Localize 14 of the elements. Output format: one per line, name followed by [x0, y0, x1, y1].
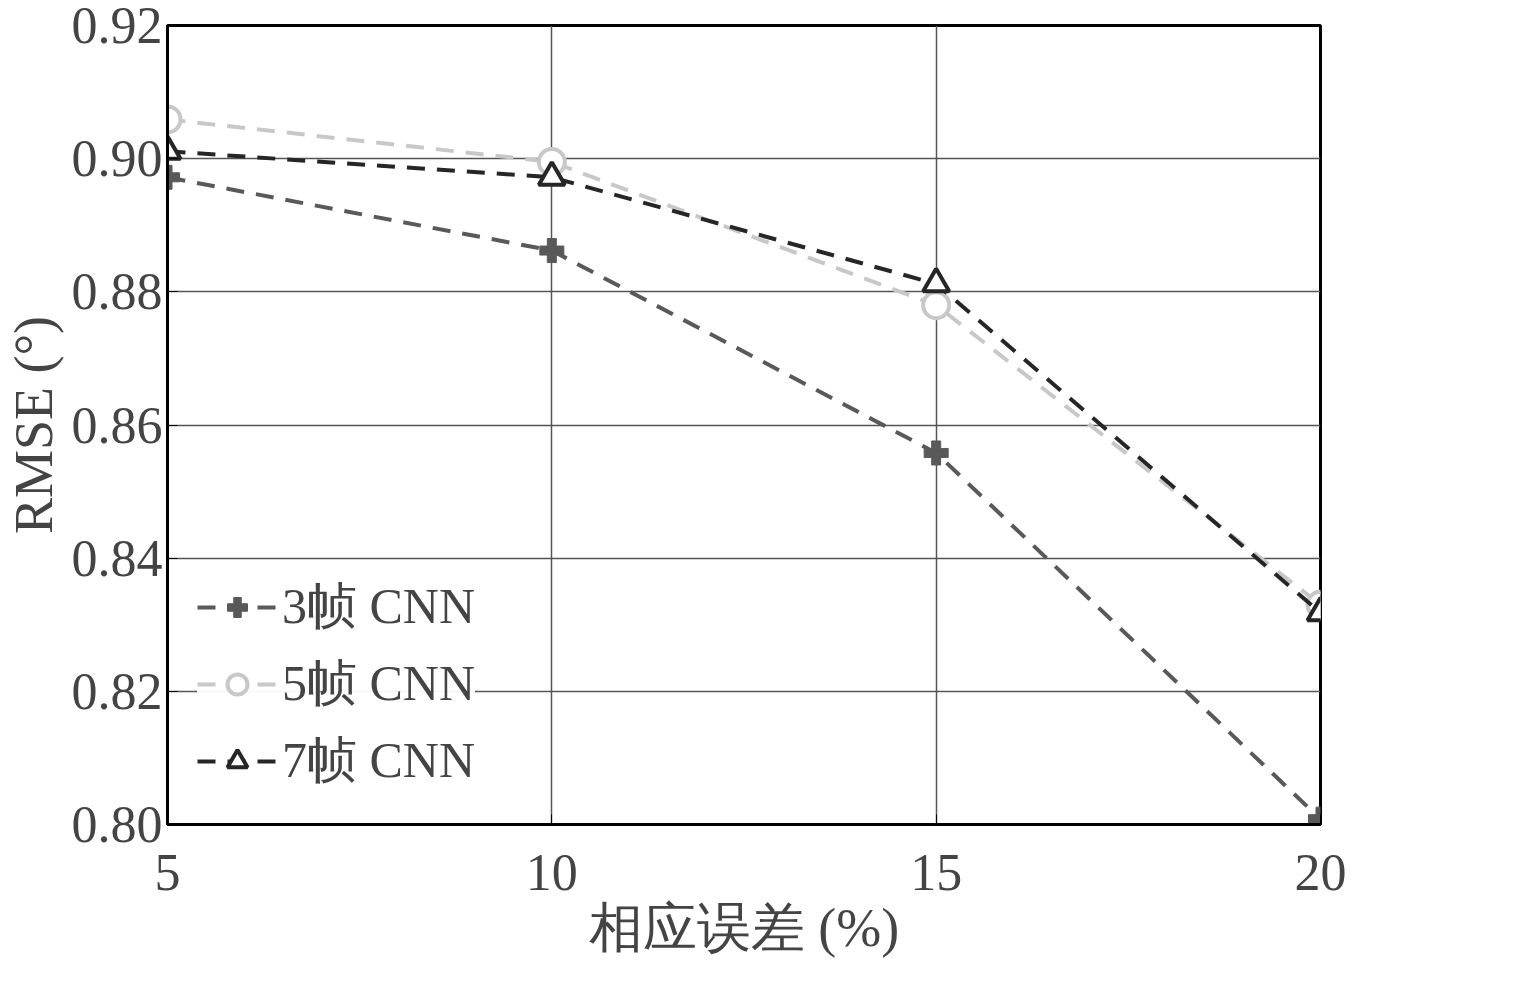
x-tick-label: 20 [1294, 843, 1347, 901]
y-tick-label: 0.92 [71, 0, 163, 54]
y-tick-label: 0.86 [71, 396, 163, 454]
y-tick-label: 0.88 [71, 263, 163, 321]
legend-label: 3帧 CNN [282, 577, 476, 636]
x-tick-label: 10 [525, 843, 578, 901]
legend-label: 5帧 CNN [282, 654, 476, 713]
y-tick-label: 0.84 [71, 529, 163, 587]
y-tick-label: 0.90 [71, 130, 163, 188]
x-tick-label: 15 [910, 843, 963, 901]
legend-label: 7帧 CNN [282, 731, 476, 790]
y-tick-label: 0.82 [71, 662, 163, 720]
y-axis-title: RMSE (°) [3, 315, 64, 535]
x-axis-title: 相应误差 (%) [588, 897, 900, 958]
